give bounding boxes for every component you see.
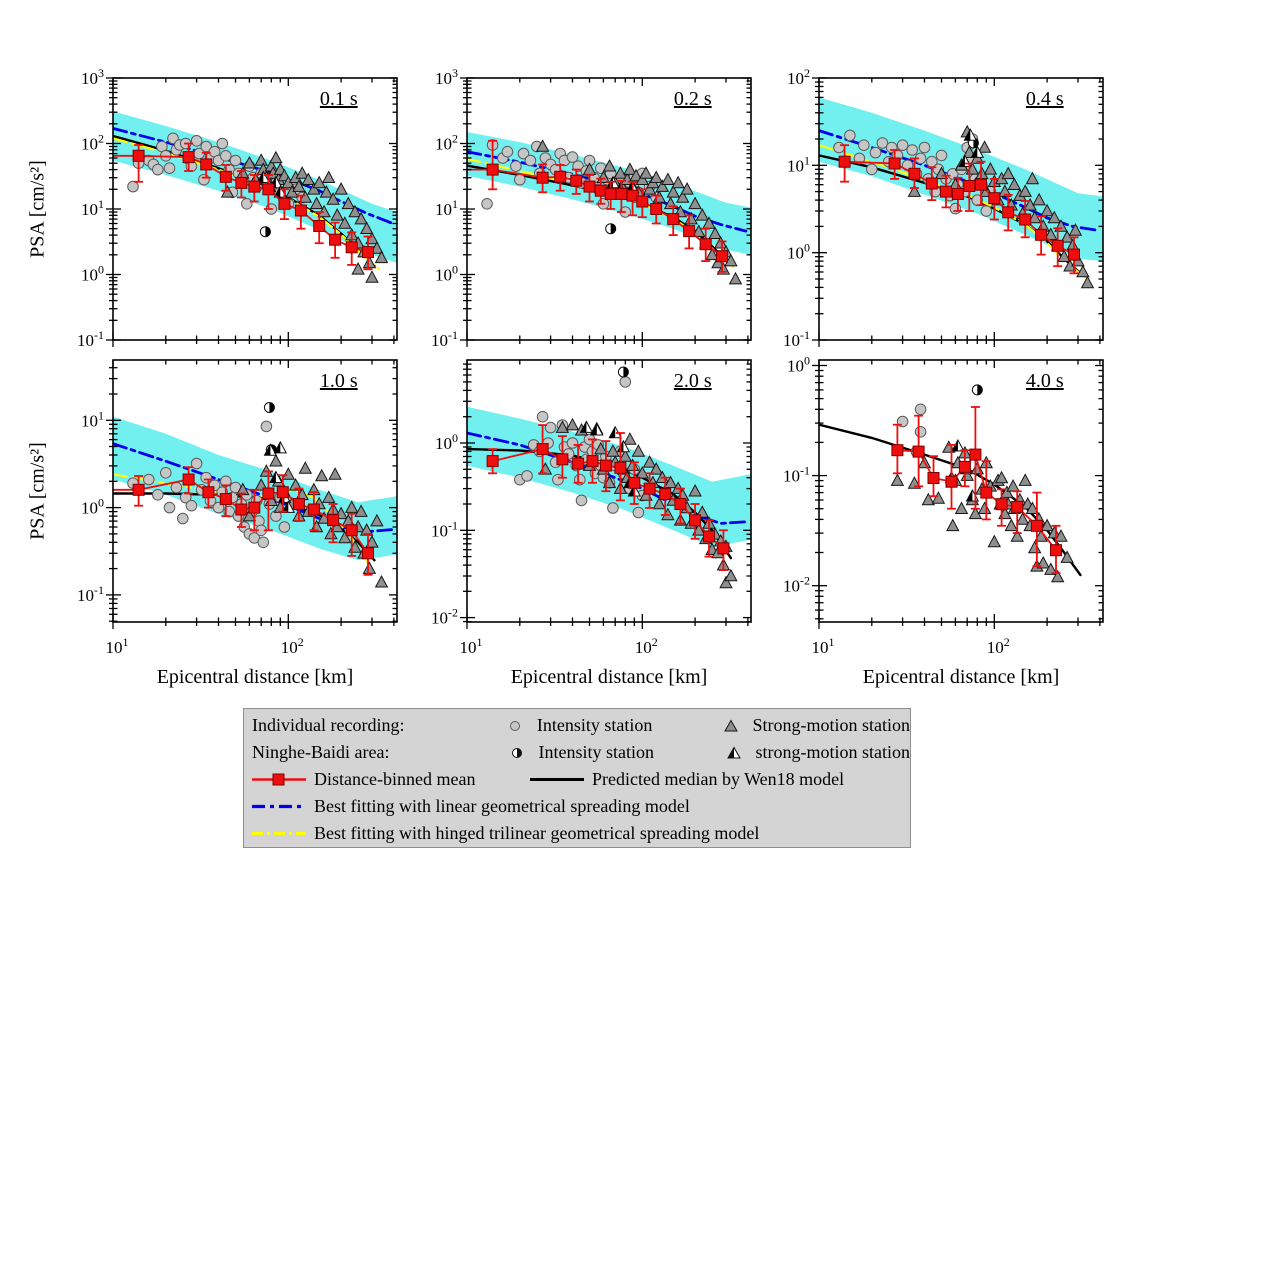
legend: Individual recording: Intensity station …: [243, 708, 911, 848]
axis-ticks: [812, 360, 1103, 629]
legend-individual-label: Individual recording:: [252, 715, 405, 735]
svg-text:102: 102: [81, 132, 104, 154]
svg-text:102: 102: [987, 635, 1010, 657]
binned-mean-swatch-icon: [252, 772, 306, 787]
svg-text:100: 100: [787, 241, 810, 263]
binned-mean-series: [467, 139, 728, 273]
svg-text:101: 101: [435, 197, 458, 219]
svg-text:102: 102: [787, 66, 810, 88]
ninghe-strong-motion-scatter: [579, 420, 642, 497]
svg-text:101: 101: [81, 197, 104, 219]
panel-title: 4.0 s: [1026, 370, 1064, 392]
ninghe-intensity-scatter: [617, 366, 629, 378]
axis-frame: [818, 77, 1104, 341]
panel-1.0s: 101 100 10-1 101 102 1.0 s: [77, 359, 398, 657]
strong-motion-station-icon: [722, 718, 741, 733]
svg-text:10-2: 10-2: [783, 574, 810, 596]
confidence-band: [113, 416, 397, 561]
legend-ninghe-strong-motion-label: strong-motion station: [755, 742, 910, 762]
panel-title: 1.0 s: [320, 370, 358, 392]
legend-ninghe-intensity-label: Intensity station: [538, 742, 655, 762]
plot-area: [819, 360, 1103, 622]
legend-intensity-label: Intensity station: [536, 715, 653, 735]
ninghe-strong-motion-station-icon: [725, 745, 744, 760]
svg-text:100: 100: [787, 354, 810, 376]
svg-text:10-1: 10-1: [431, 518, 458, 540]
ninghe-intensity-station-icon: [508, 746, 527, 760]
legend-row-individual: Individual recording: Intensity station …: [252, 712, 910, 739]
svg-text:101: 101: [81, 408, 104, 430]
svg-text:10-1: 10-1: [783, 464, 810, 486]
x-axis-title-col1: Epicentral distance [km]: [156, 666, 354, 688]
axis-frame: [112, 359, 398, 623]
svg-text:100: 100: [435, 431, 458, 453]
svg-text:103: 103: [81, 66, 104, 88]
svg-text:102: 102: [281, 635, 304, 657]
binned-mean-series: [891, 406, 1062, 575]
axis-frame: [466, 77, 752, 341]
panel-title: 0.2 s: [674, 88, 712, 110]
strong-motion-scatter: [890, 440, 1074, 583]
y-axis-title-row1: PSA [cm/s²]: [26, 160, 49, 258]
svg-text:101: 101: [460, 635, 483, 657]
axis-frame: [818, 359, 1104, 623]
strong-motion-scatter: [535, 139, 743, 285]
svg-text:101: 101: [812, 635, 835, 657]
svg-text:102: 102: [435, 132, 458, 154]
axis-frame: [466, 359, 752, 623]
legend-row-trilinear-fit: Best fitting with hinged trilinear geome…: [252, 820, 910, 847]
legend-binned-mean-label: Distance-binned mean: [314, 769, 476, 789]
ninghe-strong-motion-scatter: [263, 440, 296, 513]
svg-text:10-1: 10-1: [77, 583, 104, 605]
x-axis-title-col3: Epicentral distance [km]: [862, 666, 1060, 688]
svg-text:100: 100: [81, 263, 104, 285]
svg-text:103: 103: [435, 66, 458, 88]
legend-row-ninghe: Ninghe-Baidi area: Intensity station str…: [252, 739, 910, 766]
panel-title: 2.0 s: [674, 370, 712, 392]
axis-frame: [112, 77, 398, 341]
legend-row-mean-median: Distance-binned mean Predicted median by…: [252, 766, 910, 793]
panel-title: 0.1 s: [320, 88, 358, 110]
ninghe-intensity-scatter: [259, 226, 271, 238]
ninghe-intensity-scatter: [971, 384, 983, 396]
legend-strong-motion-label: Strong-motion station: [752, 715, 911, 735]
binned-mean-series: [838, 144, 1080, 275]
legend-trilinear-fit-label: Best fitting with hinged trilinear geome…: [314, 823, 760, 843]
trilinear-fit-swatch-icon: [252, 826, 306, 841]
legend-row-linear-fit: Best fitting with linear geometrical spr…: [252, 793, 910, 820]
svg-text:101: 101: [787, 153, 810, 175]
legend-wen18-label: Predicted median by Wen18 model: [592, 769, 845, 789]
svg-text:102: 102: [635, 635, 658, 657]
binned-mean-series: [113, 466, 374, 576]
intensity-station-icon: [506, 719, 525, 733]
panel-4.0s: 100 10-1 10-2 101 102 4.0 s: [783, 354, 1104, 657]
svg-text:10-2: 10-2: [431, 606, 458, 628]
wen18-swatch-icon: [530, 772, 584, 787]
binned-mean-series: [486, 424, 730, 572]
panel-title: 0.4 s: [1026, 88, 1064, 110]
svg-text:101: 101: [106, 635, 129, 657]
svg-text:100: 100: [81, 496, 104, 518]
ninghe-intensity-scatter: [605, 223, 617, 235]
x-axis-title-col2: Epicentral distance [km]: [510, 666, 708, 688]
legend-ninghe-label: Ninghe-Baidi area:: [252, 742, 390, 762]
linear-fit-swatch-icon: [252, 799, 306, 814]
binned-mean-series: [113, 142, 374, 271]
svg-text:100: 100: [435, 263, 458, 285]
y-axis-title-row2: PSA [cm/s²]: [26, 442, 49, 540]
legend-linear-fit-label: Best fitting with linear geometrical spr…: [314, 796, 690, 816]
